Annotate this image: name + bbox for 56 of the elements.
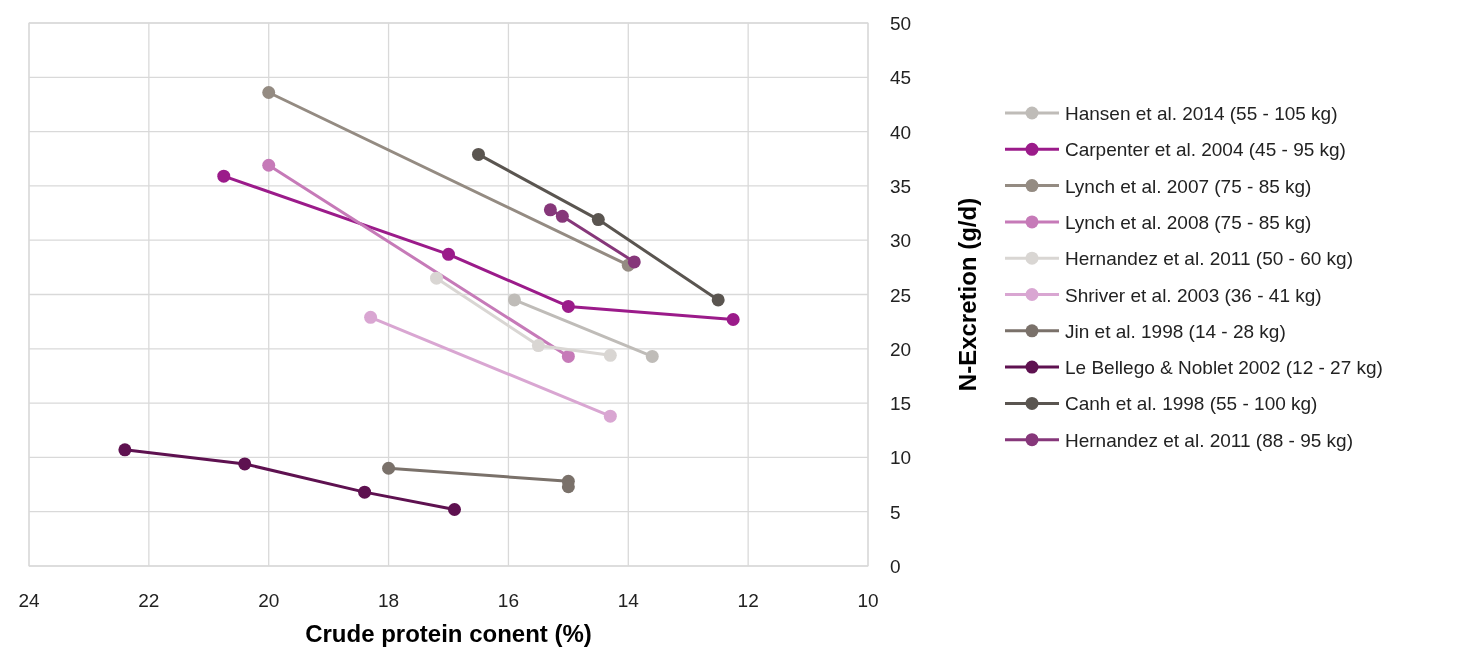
x-tick-label: 16 [497, 590, 519, 611]
point [543, 203, 557, 217]
x-tick-label: 10 [857, 590, 879, 611]
point [262, 86, 276, 99]
x-tick-label: 22 [138, 590, 160, 611]
legend-label: Canh et al. 1998 (55 - 100 kg) [1065, 393, 1318, 415]
y-tick-label: 0 [890, 556, 901, 577]
point [627, 255, 641, 269]
point [471, 147, 485, 161]
y-tick-label: 25 [890, 284, 912, 306]
point [561, 299, 575, 313]
y-tick-label: 30 [890, 230, 912, 252]
x-tick-label: 18 [378, 590, 400, 611]
y-tick-label: 10 [890, 447, 912, 469]
point [430, 271, 444, 285]
point [262, 158, 276, 172]
legend-label: Shriver et al. 2003 (36 - 41 kg) [1065, 284, 1322, 306]
y-tick-label: 35 [890, 175, 912, 197]
point [711, 293, 725, 307]
legend-label: Lynch et al. 2007 (75 - 85 kg) [1065, 175, 1312, 197]
x-tick-label: 24 [18, 590, 40, 611]
point [358, 485, 372, 499]
x-tick-label: 14 [617, 590, 640, 611]
point [603, 409, 617, 423]
point [603, 348, 617, 362]
point [447, 503, 461, 517]
legend-label: Hansen et al. 2014 (55 - 105 kg) [1065, 103, 1338, 124]
legend-label: Jin et al. 1998 (14 - 28 kg) [1065, 320, 1286, 342]
x-tick-label: 12 [737, 590, 759, 611]
x-axis-title: Crude protein conent (%) [305, 620, 592, 647]
point [382, 461, 396, 475]
y-tick-label: 20 [890, 338, 912, 360]
y-tick-label: 5 [890, 501, 901, 523]
legend-label: Hernandez et al. 2011 (50 - 60 kg) [1065, 248, 1353, 270]
x-tick-label: 20 [258, 590, 280, 611]
point [364, 310, 378, 324]
y-axis-title: N-Excretion (g/d) [954, 197, 981, 392]
y-tick-label: 40 [890, 121, 912, 143]
point [118, 443, 132, 457]
y-tick-label: 45 [890, 67, 912, 89]
legend-label: Carpenter et al. 2004 (45 - 95 kg) [1065, 139, 1346, 161]
point [726, 312, 740, 326]
point [442, 247, 455, 261]
y-tick-label: 50 [890, 13, 912, 34]
point [645, 349, 659, 363]
point [591, 213, 605, 227]
point [238, 457, 252, 471]
y-tick-label: 15 [890, 393, 912, 415]
point [555, 209, 569, 223]
legend-label: Lynch et al. 2008 (75 - 85 kg) [1065, 211, 1312, 233]
point [507, 293, 521, 307]
point [531, 339, 545, 353]
point [561, 349, 575, 363]
legend-label: Hernandez et al. 2011 (88 - 95 kg) [1065, 429, 1353, 451]
legend-label: Le Bellego & Noblet 2002 (12 - 27 kg) [1065, 357, 1383, 379]
point [217, 169, 231, 183]
